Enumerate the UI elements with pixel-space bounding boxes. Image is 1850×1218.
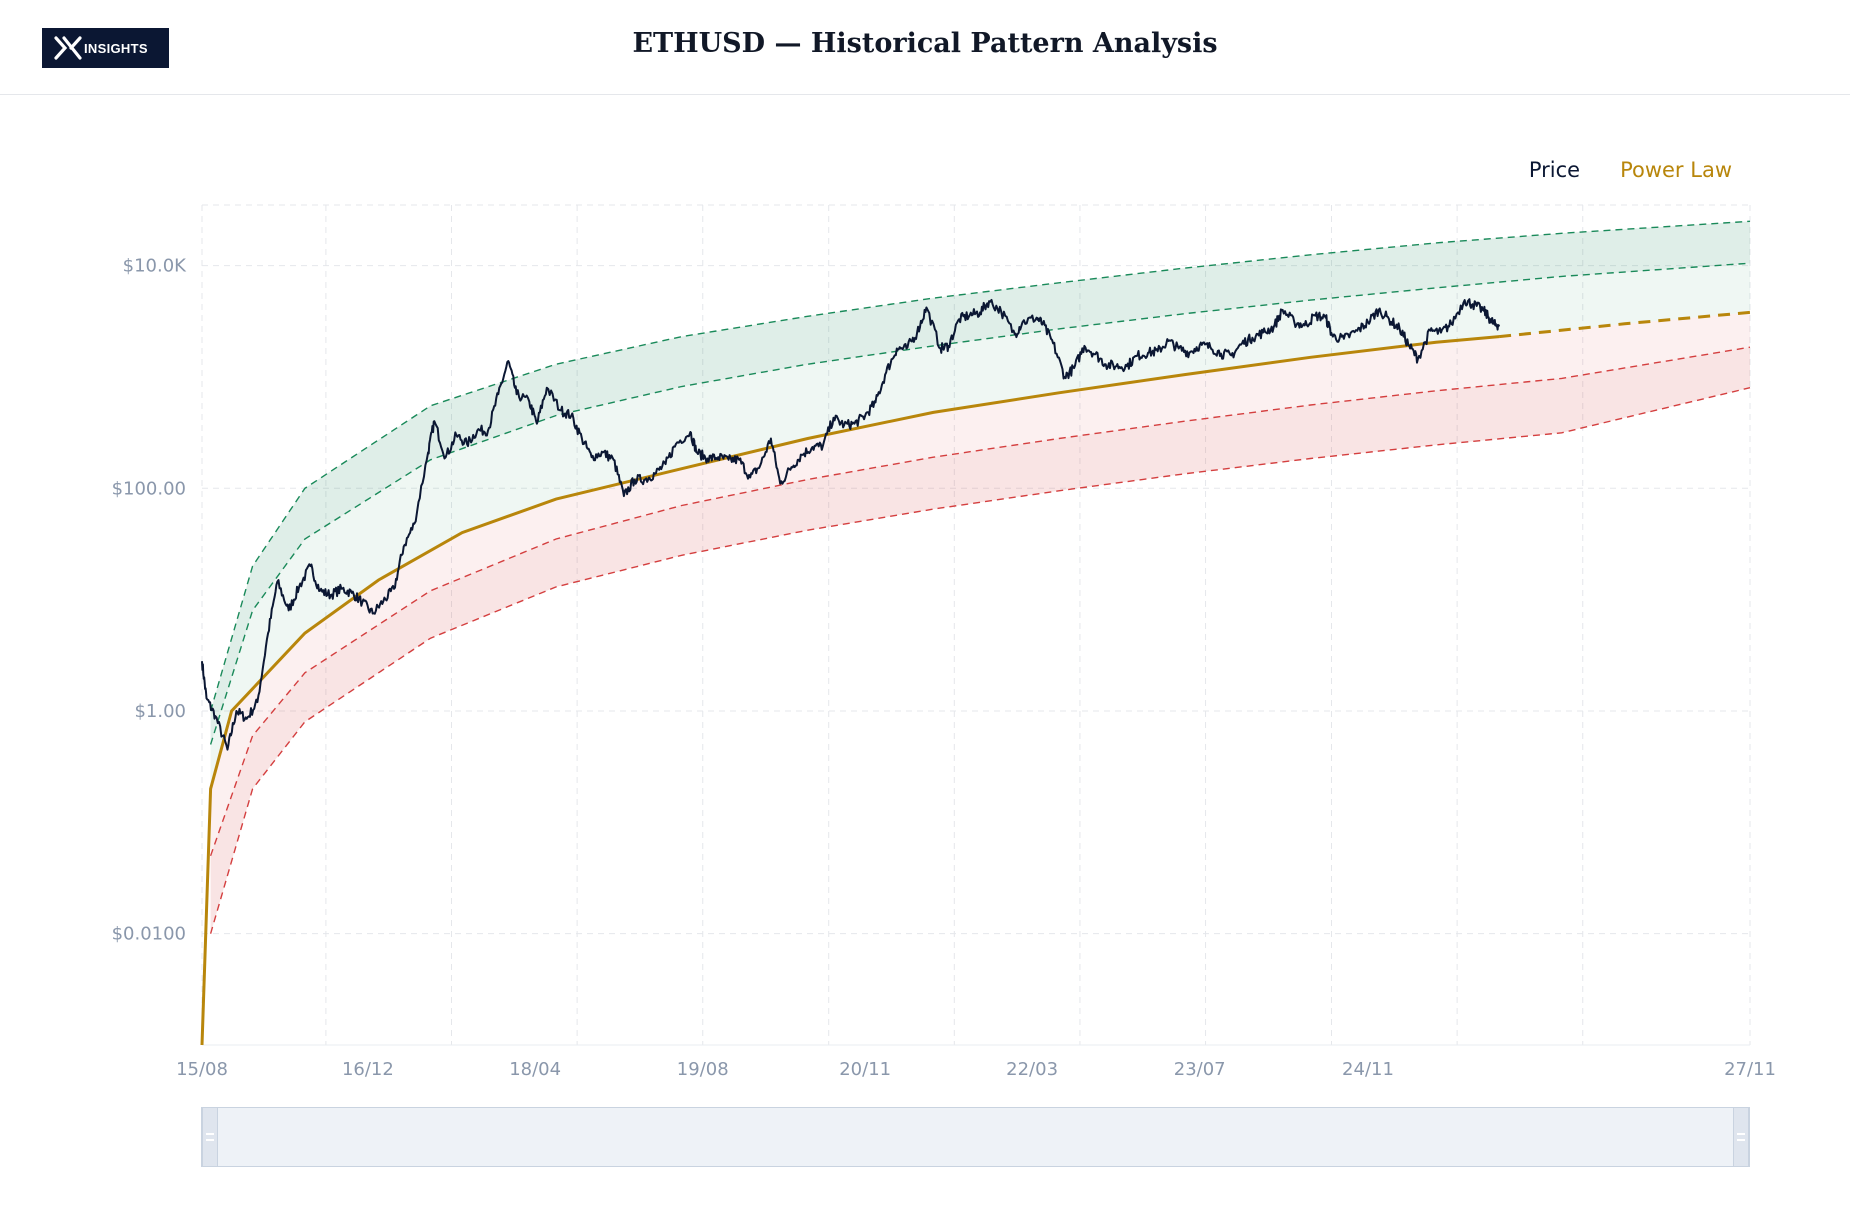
band-fill-lower-outer [210, 347, 1751, 934]
chart-grid [201, 204, 1751, 1046]
price-line [201, 298, 1501, 751]
x-tick-label: 27/11 [1724, 1059, 1776, 1080]
y-tick-label: $0.0100 [112, 924, 186, 945]
band-line-lower-outer [209, 387, 1751, 934]
x-tick-label: 24/11 [1342, 1059, 1394, 1080]
y-axis: $10.0K $100.00 $1.00 $0.0100 [112, 256, 188, 945]
x-axis: 15/08 16/12 18/04 19/08 20/11 22/03 23/07 24/11… [176, 1059, 1776, 1080]
y-tick-label: $1.00 [134, 701, 186, 722]
logo[interactable]: INSIGHTS [42, 28, 169, 68]
legend-item-power-law[interactable]: Power Law [1620, 158, 1732, 182]
chart-series [200, 298, 1751, 1046]
page-title: ETHUSD — Historical Pattern Analysis [632, 28, 1218, 59]
band-fill-upper-inner [210, 263, 1751, 789]
zoom-slider[interactable] [201, 1107, 1750, 1167]
chart-bands [209, 220, 1751, 934]
power-law-projection [1498, 310, 1751, 339]
logo-mark-icon [54, 36, 82, 60]
power-law-line [200, 335, 1500, 1046]
x-tick-label: 22/03 [1006, 1059, 1058, 1080]
y-tick-label: $100.00 [112, 478, 186, 499]
band-fill-lower-inner [210, 312, 1751, 856]
band-line-upper-outer [209, 220, 1751, 712]
x-tick-label: 23/07 [1174, 1059, 1226, 1080]
header: INSIGHTS ETHUSD — Historical Pattern Ana… [0, 0, 1850, 95]
legend-item-price[interactable]: Price [1528, 158, 1581, 182]
zoom-handle-left[interactable] [202, 1108, 218, 1166]
x-tick-label: 16/12 [342, 1059, 394, 1080]
zoom-handle-right[interactable] [1733, 1108, 1749, 1166]
chart: $10.0K $100.00 $1.00 $0.0100 15/08 16/12 18/0… [112, 204, 1776, 1080]
logo-text: INSIGHTS [84, 40, 148, 56]
x-tick-label: 19/08 [677, 1059, 729, 1080]
y-tick-label: $10.0K [123, 256, 188, 277]
chart-legend: Price Power Law [1529, 158, 1732, 182]
band-line-lower-inner [209, 346, 1751, 857]
x-tick-label: 15/08 [176, 1059, 228, 1080]
x-tick-label: 20/11 [839, 1059, 891, 1080]
x-tick-label: 18/04 [509, 1059, 561, 1080]
band-line-upper-inner [209, 262, 1751, 745]
